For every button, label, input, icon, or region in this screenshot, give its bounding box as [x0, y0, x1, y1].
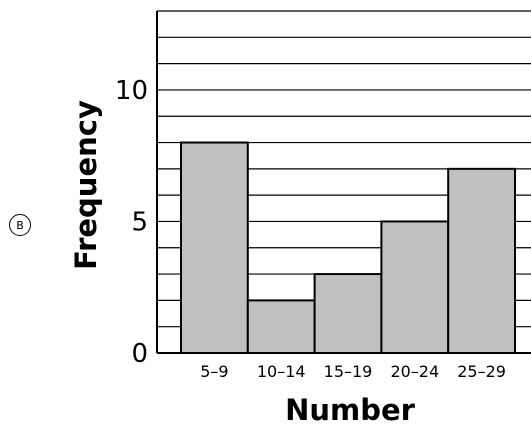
axes: [156, 11, 531, 354]
y-tick-label: 10: [115, 76, 148, 106]
x-category-label: 10–14: [257, 362, 306, 381]
y-tick-label: 5: [131, 207, 148, 237]
y-axis-title: Frequency: [69, 100, 103, 270]
x-category-label: 15–19: [324, 362, 373, 381]
bar: [180, 141, 249, 354]
bar: [246, 299, 316, 354]
bars: [180, 141, 517, 355]
x-axis-title: Number: [285, 393, 416, 427]
x-category-label: 25–29: [457, 362, 506, 381]
option-letter: B: [16, 218, 24, 232]
y-tick-labels: 0 5 10: [115, 76, 148, 369]
bar: [313, 273, 383, 355]
bar: [380, 220, 450, 354]
y-tick-label: 0: [131, 339, 148, 369]
x-category-label: 5–9: [200, 362, 228, 381]
option-label-b[interactable]: B: [9, 214, 31, 236]
category-labels: 5–9 10–14 15–19 20–24 25–29: [200, 362, 506, 381]
bar: [447, 167, 517, 354]
x-category-label: 20–24: [390, 362, 439, 381]
